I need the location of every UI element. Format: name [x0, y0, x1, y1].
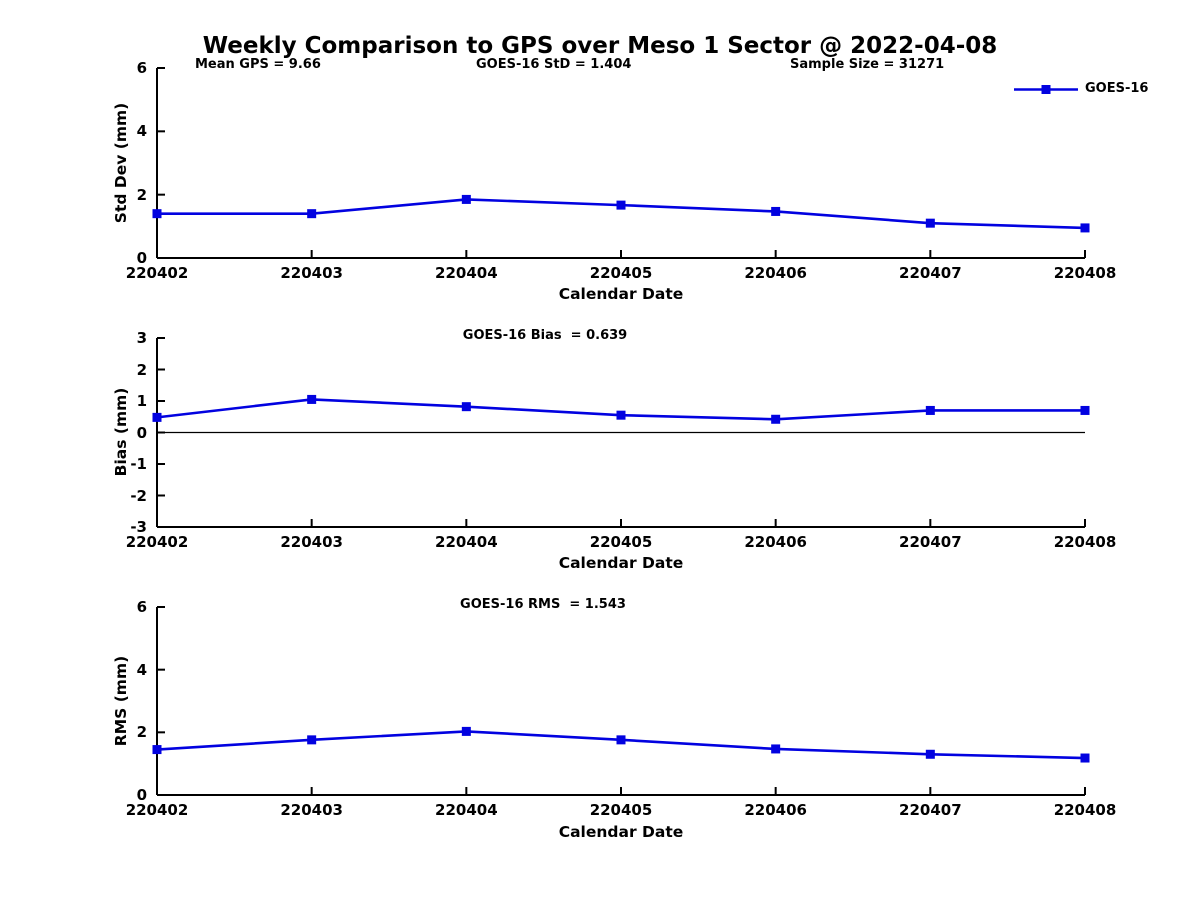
data-point-marker [307, 209, 317, 219]
x-tick-label: 220403 [280, 533, 343, 551]
x-tick-label: 220408 [1053, 801, 1117, 819]
data-point-marker [461, 194, 471, 204]
data-point-marker [152, 745, 162, 755]
plot-area-3 [152, 606, 1090, 796]
plot-area-2 [152, 337, 1090, 528]
y-tick-label: 2 [136, 185, 147, 204]
y-tick-label: 2 [136, 723, 147, 742]
y-tick-label: 4 [136, 122, 147, 141]
x-tick-label: 220405 [589, 264, 653, 282]
data-point-marker [307, 394, 317, 404]
data-point-marker [152, 412, 162, 422]
annotation-goes16-bias: GOES-16 Bias = 0.639 [462, 328, 628, 343]
annotation-sample-size: Sample Size = 31271 [790, 57, 945, 72]
data-point-marker [771, 744, 781, 754]
legend-label-goes16: GOES-16 [1085, 81, 1149, 96]
x-tick-label: 220407 [899, 533, 962, 551]
x-axis-label-calendar-date-1: Calendar Date [558, 285, 684, 303]
data-point-marker [1080, 223, 1090, 233]
x-tick-label: 220407 [899, 264, 962, 282]
y-tick-label: -3 [130, 518, 147, 536]
x-tick-label: 220405 [589, 533, 653, 551]
annotation-mean-gps: Mean GPS = 9.66 [195, 57, 321, 72]
x-tick-label: 220408 [1053, 264, 1117, 282]
legend: GOES-16 [1014, 82, 1148, 96]
x-tick-label: 220402 [125, 264, 189, 282]
data-point-marker [925, 218, 935, 228]
plot-area-1 [152, 67, 1090, 259]
data-point-marker [1080, 753, 1090, 763]
x-tick-label: 220406 [744, 533, 807, 551]
y-tick-label: 0 [136, 423, 147, 442]
y-tick-label: 6 [136, 598, 147, 616]
data-point-marker [461, 726, 471, 736]
y-tick-label: -1 [130, 455, 147, 473]
x-tick-label: 220406 [744, 264, 807, 282]
x-tick-label: 220403 [280, 264, 343, 282]
figure-title: Weekly Comparison to GPS over Meso 1 Sec… [202, 33, 998, 59]
y-tick-label: 0 [136, 249, 147, 267]
x-tick-label: 220402 [125, 533, 189, 551]
y-tick-label: -2 [130, 486, 147, 505]
data-point-marker [771, 206, 781, 216]
data-point-marker [1080, 405, 1090, 415]
x-tick-label: 220403 [280, 801, 343, 819]
x-tick-label: 220404 [435, 264, 498, 282]
x-tick-label: 220405 [589, 801, 653, 819]
y-tick-label: 6 [136, 59, 147, 77]
y-tick-label: 4 [136, 660, 147, 679]
x-tick-label: 220408 [1053, 533, 1117, 551]
data-point-marker [461, 402, 471, 412]
x-tick-label: 220404 [435, 533, 498, 551]
legend-line-sample-icon [1014, 84, 1078, 94]
y-tick-label: 2 [136, 360, 147, 379]
annotation-goes16-std: GOES-16 StD = 1.404 [476, 57, 632, 72]
y-tick-label: 3 [136, 329, 147, 347]
x-axis-label-calendar-date-2: Calendar Date [558, 554, 684, 572]
data-point-marker [616, 735, 626, 745]
y-axis-label-std-dev: Std Dev (mm) [112, 102, 130, 224]
x-tick-label: 220404 [435, 801, 498, 819]
x-tick-label: 220402 [125, 801, 189, 819]
data-point-marker [616, 200, 626, 210]
data-point-marker [307, 735, 317, 745]
y-tick-label: 0 [136, 786, 147, 804]
data-point-marker [616, 410, 626, 420]
data-point-marker [152, 209, 162, 219]
y-tick-label: 1 [136, 392, 147, 410]
x-tick-label: 220407 [899, 801, 962, 819]
x-tick-label: 220406 [744, 801, 807, 819]
x-axis-label-calendar-date-3: Calendar Date [558, 823, 684, 841]
annotation-goes16-rms: GOES-16 RMS = 1.543 [460, 597, 626, 612]
data-point-marker [925, 405, 935, 415]
data-point-marker [925, 749, 935, 759]
data-point-marker [771, 414, 781, 424]
